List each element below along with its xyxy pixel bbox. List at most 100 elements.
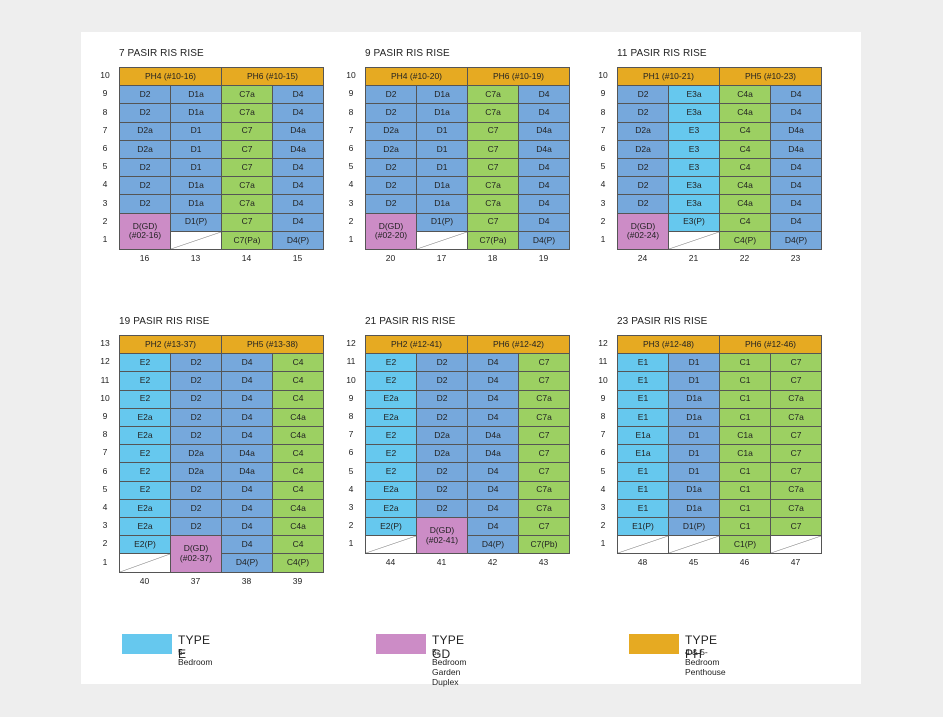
- garden-duplex-unit: D(GD) (#02-41): [417, 518, 468, 555]
- unit-cell: D2a: [417, 427, 468, 446]
- unit-cell: D2: [417, 499, 468, 518]
- floor-label: 7: [102, 447, 108, 458]
- unit-cell: D4: [273, 159, 324, 178]
- unit-cell: D4: [222, 427, 273, 446]
- unit-cell: D4a: [273, 122, 324, 141]
- stack-number: 21: [688, 253, 699, 263]
- unit-cell: C4: [273, 536, 324, 555]
- floor-label: 9: [600, 392, 606, 403]
- void-unit: [171, 231, 222, 250]
- floor-label: 5: [102, 161, 108, 172]
- garden-duplex-unit: D(GD) (#02-37): [171, 536, 222, 573]
- unit-cell: C7: [771, 518, 822, 537]
- unit-cell: D4: [468, 354, 519, 373]
- unit-cell: E3a: [669, 195, 720, 214]
- unit-cell: C1a: [720, 427, 771, 446]
- unit-cell: D2: [171, 518, 222, 537]
- unit-cell: D2: [618, 159, 669, 178]
- block-title: 21 PASIR RIS RISE: [365, 316, 456, 327]
- unit-cell: E3a: [669, 86, 720, 105]
- unit-cell: D4: [519, 86, 570, 105]
- unit-cell: D4a: [771, 122, 822, 141]
- unit-cell: D4a: [771, 140, 822, 159]
- unit-cell: D2: [417, 372, 468, 391]
- legend-swatch-e: [122, 634, 172, 654]
- stack-number: 20: [385, 253, 396, 263]
- void-unit: [669, 231, 720, 250]
- unit-cell: C7: [771, 445, 822, 464]
- unit-cell: D1: [171, 140, 222, 159]
- stack-number: 17: [436, 253, 447, 263]
- stack-number: 45: [688, 557, 699, 568]
- unit-cell: D1: [171, 159, 222, 178]
- floor-label: 2: [102, 538, 108, 549]
- unit-cell: D4: [519, 195, 570, 214]
- unit-cell: D1a: [669, 408, 720, 427]
- unit-cell: E1: [618, 372, 669, 391]
- void-unit: [771, 536, 822, 555]
- floor-label: 9: [102, 88, 108, 99]
- floor-label: 1: [102, 233, 108, 244]
- unit-cell: C7a: [222, 177, 273, 196]
- unit-cell: C7a: [519, 499, 570, 518]
- floor-label: 4: [102, 501, 108, 512]
- unit-cell: E2: [366, 427, 417, 446]
- floor-label: 10: [346, 70, 356, 81]
- floor-label: 4: [348, 179, 354, 190]
- floor-label: 3: [348, 197, 354, 208]
- floor-label: 13: [100, 338, 110, 349]
- unit-cell: C1(P): [720, 536, 771, 555]
- unit-cell: D2: [171, 499, 222, 518]
- unit-cell: D4: [468, 463, 519, 482]
- floor-label: 9: [600, 88, 606, 99]
- unit-cell: C7: [222, 159, 273, 178]
- unit-cell: D4a: [273, 140, 324, 159]
- block-19: 19 PASIR RIS RISE PH2 (#13-37) PH5 (#13-38…: [95, 316, 331, 586]
- unit-cell: C7a: [222, 86, 273, 105]
- unit-cell: D2a: [366, 122, 417, 141]
- unit-cell: C7: [519, 445, 570, 464]
- unit-cell: C7: [519, 427, 570, 446]
- stack-number: 37: [190, 575, 201, 586]
- unit-cell: D2: [171, 408, 222, 427]
- unit-cell: D2: [120, 104, 171, 123]
- unit-cell: D4: [222, 499, 273, 518]
- floor-label: 3: [600, 501, 606, 512]
- block-title: 11 PASIR RIS RISE: [617, 48, 707, 59]
- unit-cell: D2: [171, 390, 222, 409]
- unit-cell: C1: [720, 463, 771, 482]
- unit-cell: D4: [222, 518, 273, 537]
- unit-cell: D4: [273, 104, 324, 123]
- floor-label: 11: [598, 356, 608, 367]
- floor-label: 12: [598, 338, 608, 349]
- unit-cell: C7a: [519, 390, 570, 409]
- block-7: 7 PASIR RIS RISE PH4 (#10-16) PH6 (#10-15)…: [95, 48, 331, 268]
- void-unit: [120, 554, 171, 573]
- floor-label: 7: [102, 124, 108, 135]
- floor-label: 11: [346, 356, 356, 367]
- unit-cell: D2: [366, 86, 417, 105]
- unit-cell: D1a: [171, 104, 222, 123]
- penthouse-unit: PH5 (#10-23): [720, 68, 822, 87]
- unit-cell: D2: [417, 408, 468, 427]
- legend-subtitle: 4 & 5-Bedroom Penthouse: [685, 647, 726, 677]
- unit-cell: E3: [669, 140, 720, 159]
- unit-cell: C7(Pa): [222, 231, 273, 250]
- unit-cell: D2a: [171, 463, 222, 482]
- unit-cell: D1: [417, 122, 468, 141]
- unit-cell: D2: [366, 177, 417, 196]
- unit-cell: D4: [771, 86, 822, 105]
- unit-cell: C7: [468, 159, 519, 178]
- unit-cell: C7: [468, 213, 519, 232]
- unit-cell: D2: [120, 86, 171, 105]
- unit-cell: C4a: [273, 408, 324, 427]
- unit-cell: D1(P): [171, 213, 222, 232]
- stack-grid: PH2 (#13-37) PH5 (#13-38) E2 E2 E2 E2a E2a E2 E2…: [119, 335, 324, 573]
- unit-cell: D4: [519, 213, 570, 232]
- unit-cell: D2: [171, 372, 222, 391]
- unit-cell: D4a: [519, 140, 570, 159]
- unit-cell: E1a: [618, 445, 669, 464]
- unit-cell: E2a: [366, 481, 417, 500]
- floor-label: 6: [600, 447, 606, 458]
- void-unit: [669, 536, 720, 555]
